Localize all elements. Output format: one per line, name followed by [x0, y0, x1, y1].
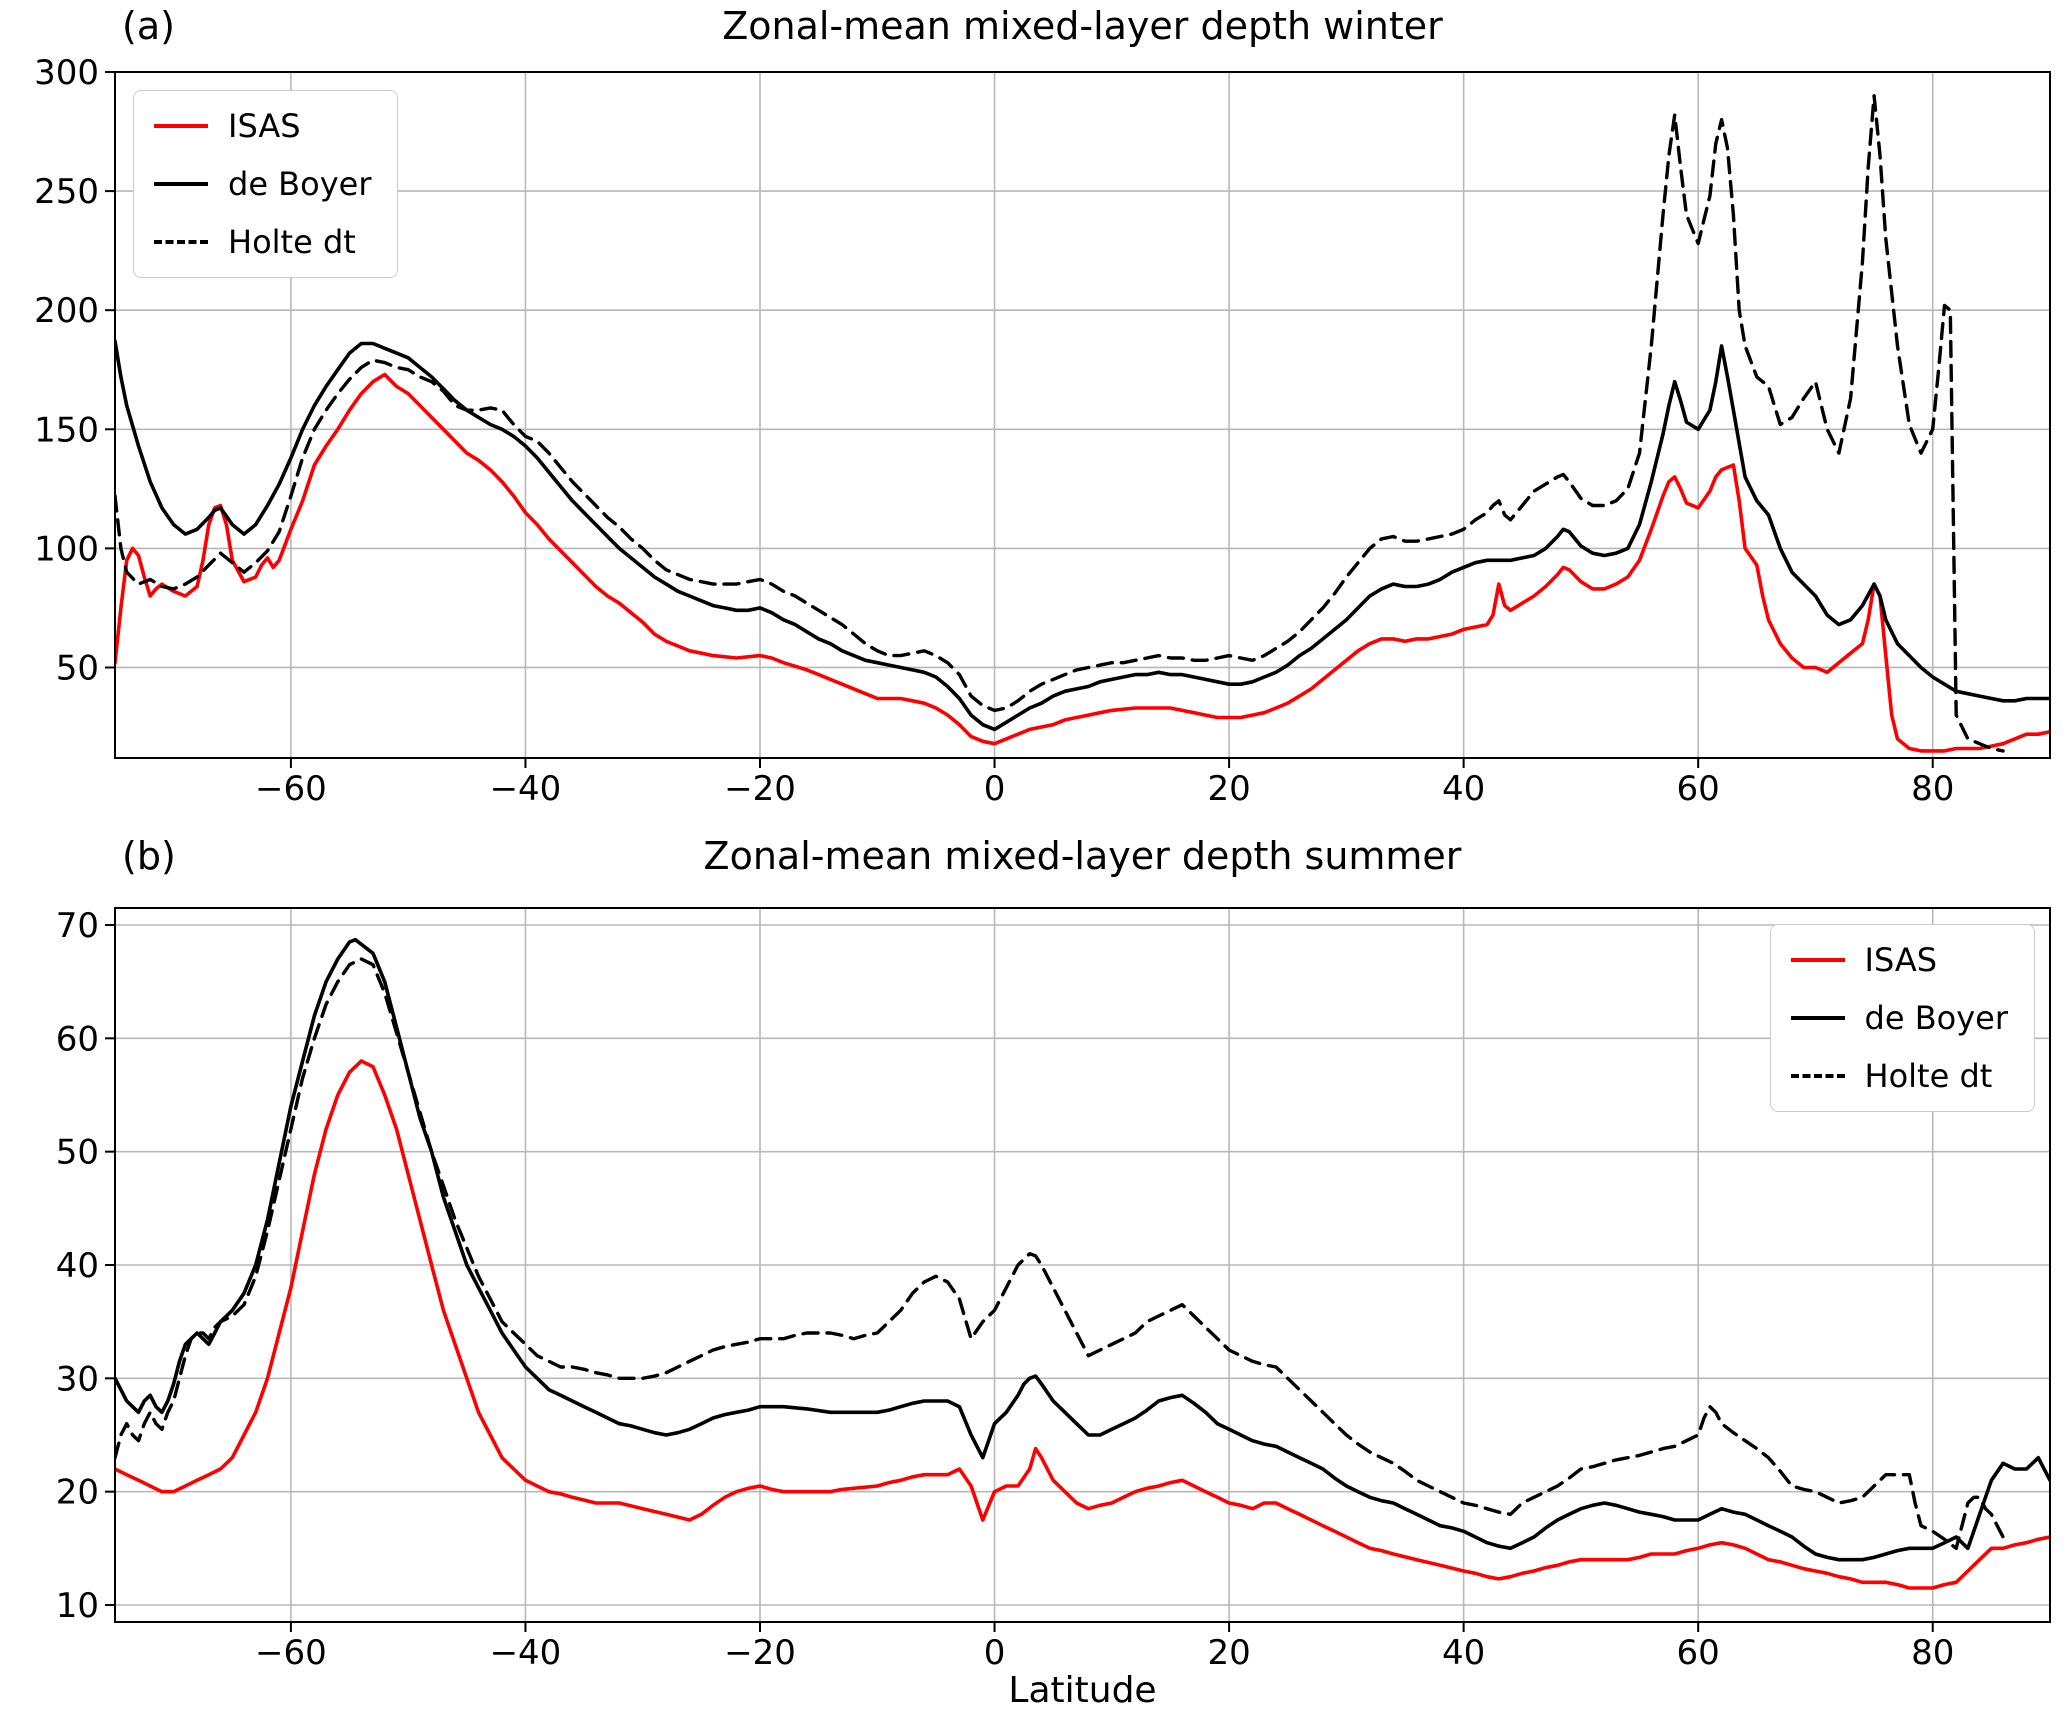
isas-line-swatch [1790, 958, 1845, 962]
legend-label-isas: ISAS [1864, 941, 1938, 979]
legend-label-holte: Holte dt [1864, 1057, 1993, 1095]
svg-text:60: 60 [56, 1019, 99, 1059]
panel-a-label: (a) [122, 4, 175, 48]
legend-winter: ISAS de Boyer Holte dt [133, 90, 399, 278]
svg-text:150: 150 [34, 410, 99, 450]
svg-text:−60: −60 [255, 769, 327, 809]
svg-text:−40: −40 [490, 1633, 562, 1673]
deboyer-line-swatch [154, 182, 208, 186]
legend-item-deboyer: de Boyer [154, 165, 371, 203]
svg-text:−20: −20 [724, 1633, 796, 1673]
summer-chart-canvas: −60 −40 −20 0 20 40 60 80 10 20 30 40 50 60 70 [56, 906, 2051, 1673]
deboyer-line-swatch [1790, 1016, 1845, 1020]
svg-text:40: 40 [1442, 1633, 1485, 1673]
svg-text:50: 50 [56, 1133, 99, 1173]
legend-label-holte: Holte dt [228, 223, 356, 261]
svg-text:100: 100 [34, 529, 99, 569]
x-axis-label: Latitude [1008, 1670, 1157, 1711]
svg-text:−60: −60 [255, 1633, 327, 1673]
legend-summer: ISAS de Boyer Holte dt [1769, 924, 2035, 1112]
svg-text:80: 80 [1911, 769, 1954, 809]
panel-winter: −60 −40 −20 0 20 40 60 80 50 100 150 200 250 300 (a) … [0, 0, 2067, 830]
svg-text:60: 60 [1677, 1633, 1720, 1673]
svg-text:60: 60 [1677, 769, 1720, 809]
svg-text:20: 20 [1207, 1633, 1250, 1673]
panel-a-title: Zonal-mean mixed-layer depth winter [722, 4, 1443, 48]
svg-text:200: 200 [34, 291, 99, 331]
isas-line-swatch [154, 124, 208, 128]
holte-line-swatch [1790, 1074, 1845, 1078]
svg-text:300: 300 [34, 53, 99, 93]
legend-label-deboyer: de Boyer [1864, 999, 2008, 1037]
holte-line-swatch [154, 240, 208, 244]
svg-text:250: 250 [34, 172, 99, 212]
svg-text:0: 0 [984, 1633, 1006, 1673]
svg-text:40: 40 [1442, 769, 1485, 809]
panel-b-title: Zonal-mean mixed-layer depth summer [703, 834, 1462, 878]
panel-summer: −60 −40 −20 0 20 40 60 80 10 20 30 40 50 60 70 (b) Zon… [0, 830, 2067, 1711]
svg-text:10: 10 [56, 1586, 99, 1626]
svg-text:30: 30 [56, 1359, 99, 1399]
svg-text:50: 50 [56, 648, 99, 688]
legend-item-isas: ISAS [154, 107, 371, 145]
panel-b-label: (b) [122, 834, 176, 878]
svg-text:−40: −40 [490, 769, 562, 809]
legend-item-holte: Holte dt [154, 223, 371, 261]
legend-item-deboyer: de Boyer [1790, 999, 2008, 1037]
svg-text:20: 20 [1207, 769, 1250, 809]
svg-text:40: 40 [56, 1246, 99, 1286]
svg-text:80: 80 [1911, 1633, 1954, 1673]
legend-label-isas: ISAS [228, 107, 301, 145]
svg-text:−20: −20 [724, 769, 796, 809]
svg-text:20: 20 [56, 1473, 99, 1513]
legend-item-holte: Holte dt [1790, 1057, 2008, 1095]
svg-text:70: 70 [56, 906, 99, 946]
legend-label-deboyer: de Boyer [228, 165, 372, 203]
legend-item-isas: ISAS [1790, 941, 2008, 979]
winter-chart-canvas: −60 −40 −20 0 20 40 60 80 50 100 150 200 250 300 [34, 53, 2051, 809]
svg-text:0: 0 [984, 769, 1006, 809]
